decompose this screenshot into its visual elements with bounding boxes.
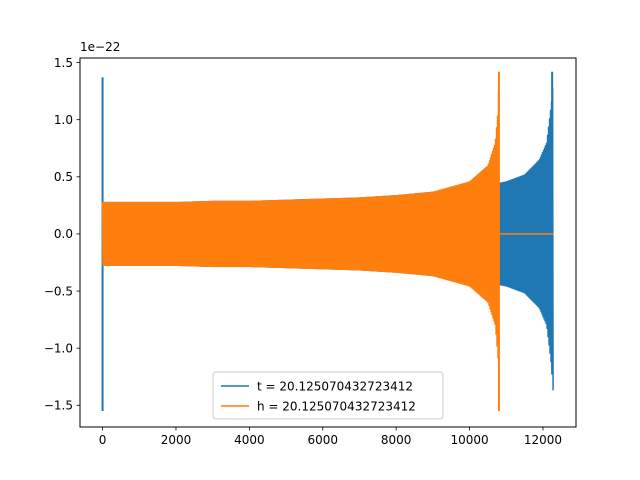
y-offset-label: 1e−22 (80, 40, 120, 54)
x-tick-label: 4000 (234, 433, 265, 447)
series-line-1 (101, 90, 554, 359)
x-tick-label: 8000 (381, 433, 412, 447)
plot-area (101, 71, 554, 412)
y-tick-label: 0.5 (54, 170, 73, 184)
y-tick-label: 1.0 (54, 113, 73, 127)
x-tick-label: 10000 (450, 433, 488, 447)
y-axis: −1.5 −1.0 −0.5 0.0 0.5 1.0 1.5 (44, 56, 80, 413)
x-tick-label: 0 (99, 433, 107, 447)
y-tick-label: −0.5 (44, 284, 73, 298)
y-tick-label: −1.5 (44, 399, 73, 413)
y-tick-label: 0.0 (54, 227, 73, 241)
x-tick-label: 6000 (307, 433, 338, 447)
legend-label: h = 20.125070432723412 (257, 399, 416, 413)
legend-label: t = 20.125070432723412 (257, 379, 413, 393)
x-tick-label: 12000 (524, 433, 562, 447)
axes-frame (79, 57, 577, 428)
x-axis: 0 2000 4000 6000 8000 10000 12000 (99, 427, 562, 447)
legend-box (212, 371, 444, 420)
y-tick-label: 1.5 (54, 56, 73, 70)
y-tick-label: −1.0 (44, 341, 73, 355)
legend: t = 20.125070432723412 h = 20.12507043272… (212, 371, 444, 420)
x-tick-label: 2000 (161, 433, 192, 447)
